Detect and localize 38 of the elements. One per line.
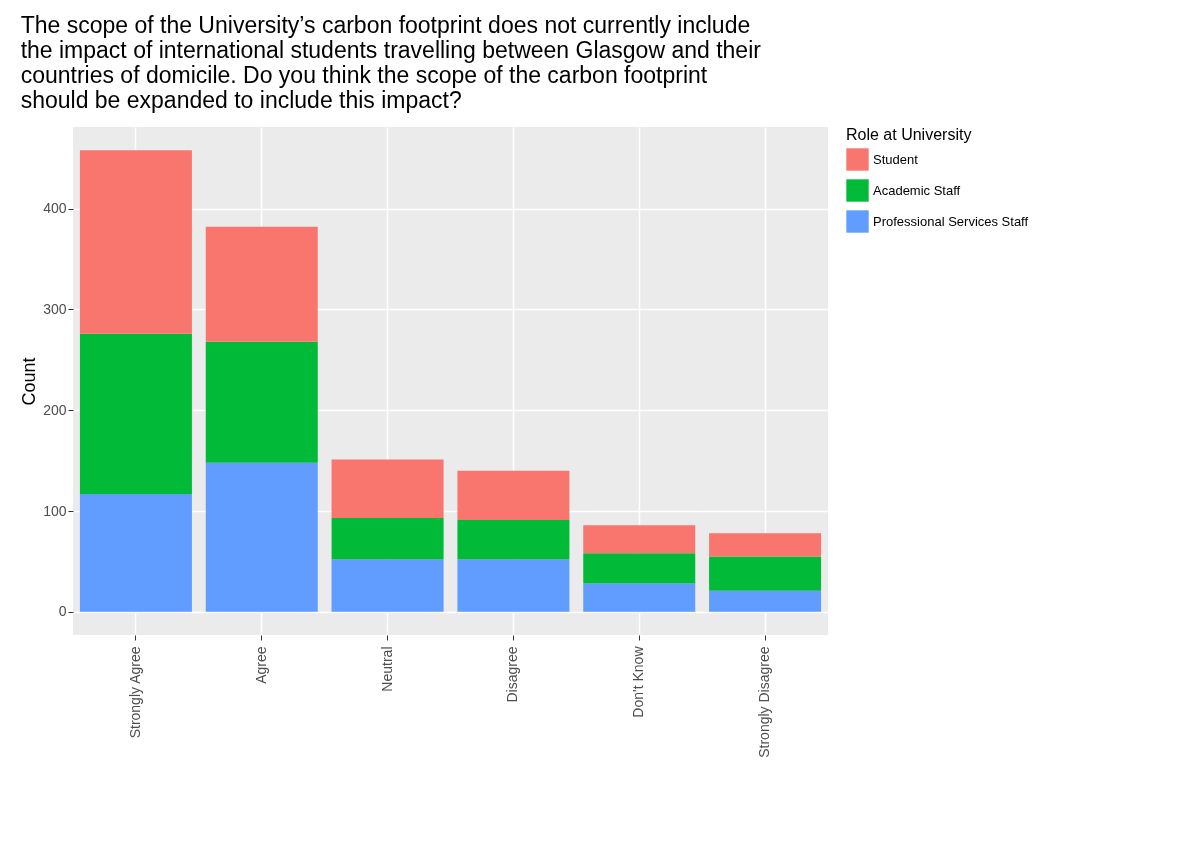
bar — [79, 493, 192, 612]
y-tick-label: 400 — [43, 200, 67, 217]
bar — [79, 150, 192, 334]
bar — [331, 518, 444, 560]
x-tick-label: Disagree — [504, 646, 521, 703]
text: The scope of the University’s carbon footprint does not currently include — [20, 12, 751, 38]
bar — [205, 462, 318, 612]
x-tick-label: Agree — [252, 646, 269, 684]
y-tick-label: 200 — [43, 401, 67, 418]
y-tick-label: 100 — [43, 502, 67, 519]
text: should be expanded to include this impact? — [20, 87, 462, 113]
bar — [79, 333, 192, 494]
legend-label: Student — [873, 151, 919, 167]
bar — [331, 559, 444, 612]
bar — [583, 553, 696, 584]
bar — [709, 533, 822, 557]
bar — [709, 556, 822, 591]
bar — [457, 520, 570, 560]
x-tick-label: Neutral — [378, 646, 395, 692]
bar — [583, 525, 696, 554]
bar — [583, 583, 696, 612]
text: the impact of international students travelling between Glasgow and their — [20, 37, 761, 63]
bar — [331, 459, 444, 519]
legend-label: Academic Staff — [873, 182, 961, 198]
bar — [457, 470, 570, 521]
bar — [205, 226, 318, 342]
bar — [709, 590, 822, 612]
y-tick-label: 300 — [43, 300, 67, 317]
legend-label: Professional Services Staff — [873, 213, 1029, 229]
text: countries of domicile. Do you think the scope of the carbon footprint — [20, 62, 708, 88]
bar — [205, 341, 318, 463]
x-tick-label: Strongly Agree — [126, 646, 143, 739]
legend-title: Role at University — [846, 126, 972, 143]
x-tick-label: Strongly Disagree — [756, 646, 773, 758]
x-tick-label: Don't Know — [630, 645, 647, 718]
bar — [457, 559, 570, 612]
y-tick-label: 0 — [58, 603, 67, 620]
y-axis-title: Count — [19, 357, 40, 406]
